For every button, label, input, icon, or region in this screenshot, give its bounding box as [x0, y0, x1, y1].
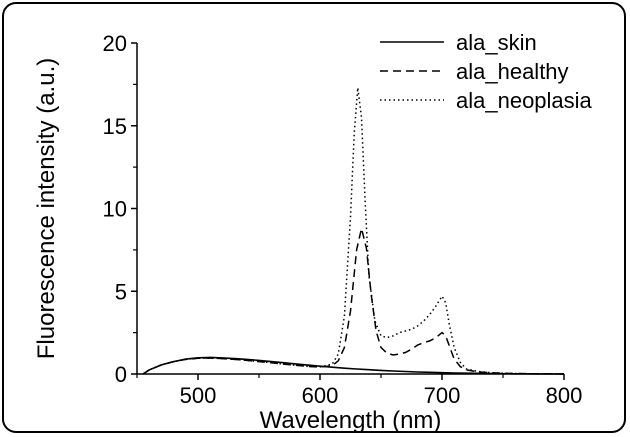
y-tick-label: 20	[103, 31, 127, 56]
x-ticks: 500 600 700 800	[136, 374, 583, 408]
legend: ala_skin ala_healthy ala_neoplasia	[380, 30, 593, 113]
legend-label-ala_neoplasia: ala_neoplasia	[456, 88, 593, 113]
chart-frame	[2, 2, 626, 433]
y-tick-label: 5	[115, 279, 127, 304]
series-curves	[142, 87, 565, 375]
y-axis-label: Fluorescence intensity (a.u.)	[33, 58, 60, 359]
y-tick-label: 15	[103, 114, 127, 139]
x-tick-label: 700	[424, 383, 461, 408]
y-tick-label: 10	[103, 197, 127, 222]
y-tick-label: 0	[115, 362, 127, 387]
y-ticks: 0 5 10 15 20	[103, 31, 137, 387]
x-tick-label: 500	[180, 383, 217, 408]
series-line-ala_healthy	[142, 228, 565, 375]
legend-label-ala_skin: ala_skin	[456, 30, 537, 55]
x-tick-label: 800	[546, 383, 583, 408]
x-axis-label: Wavelength (nm)	[260, 407, 442, 434]
legend-label-ala_healthy: ala_healthy	[456, 59, 569, 84]
series-line-ala_neoplasia	[142, 87, 565, 375]
series-line-ala_skin	[142, 356, 564, 375]
x-tick-label: 600	[302, 383, 339, 408]
